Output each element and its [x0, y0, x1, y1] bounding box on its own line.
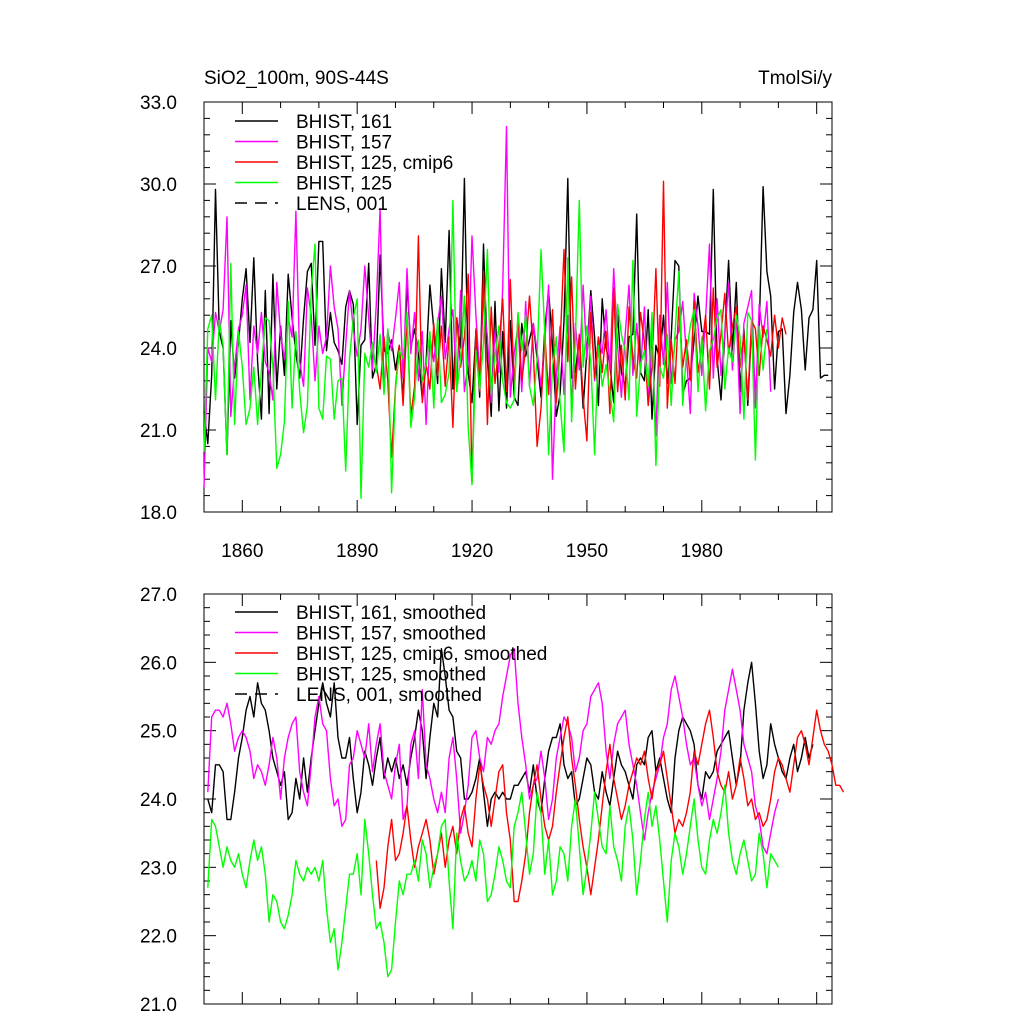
top-panel: 18.0 21.0 24.0 27.0 30.0 33.0 1860 1890 1920 195…	[140, 93, 833, 562]
top-y-tick-labels: 18.0 21.0 24.0 27.0 30.0 33.0	[140, 93, 177, 524]
y-tick-label: 25.0	[140, 722, 177, 743]
legend-label: BHIST, 161	[296, 112, 392, 133]
series-line	[207, 784, 780, 978]
series-line	[375, 709, 845, 909]
y-tick-label: 18.0	[140, 503, 177, 524]
series-line	[203, 199, 768, 499]
legend-label: BHIST, 125, cmip6, smoothed	[296, 644, 547, 665]
x-tick-label: 1890	[336, 541, 378, 562]
legend-label: LENS, 001	[296, 194, 388, 215]
units-label: TmolSi/y	[758, 68, 832, 89]
legend-label: BHIST, 157, smoothed	[296, 624, 486, 645]
y-tick-label: 27.0	[140, 585, 177, 606]
top-x-tick-labels: 1860 1890 1920 1950 1980	[221, 541, 723, 562]
legend-label: BHIST, 161, smoothed	[296, 603, 486, 624]
y-tick-label: 24.0	[140, 339, 177, 360]
y-tick-label: 21.0	[140, 995, 177, 1016]
top-series	[203, 125, 829, 499]
x-tick-label: 1920	[451, 541, 493, 562]
legend-label: LENS, 001, smoothed	[296, 685, 482, 706]
top-ticks	[203, 101, 832, 513]
series-line	[375, 180, 787, 483]
bottom-series	[207, 648, 845, 978]
y-tick-label: 23.0	[140, 858, 177, 879]
x-tick-label: 1860	[221, 541, 263, 562]
y-tick-label: 30.0	[140, 175, 177, 196]
bottom-ticks	[203, 593, 832, 1005]
top-plot-frame	[203, 101, 833, 513]
chart-title: SiO2_100m, 90S-44S	[204, 68, 389, 89]
y-tick-label: 22.0	[140, 927, 177, 948]
y-tick-label: 27.0	[140, 257, 177, 278]
legend-label: BHIST, 125, smoothed	[296, 665, 486, 686]
legend-label: BHIST, 125, cmip6	[296, 153, 453, 174]
y-tick-label: 33.0	[140, 93, 177, 114]
y-tick-label: 26.0	[140, 653, 177, 674]
legend-label: BHIST, 157	[296, 133, 392, 154]
series-line	[203, 125, 772, 488]
series-line	[207, 648, 814, 827]
bottom-y-tick-labels: 21.0 22.0 23.0 24.0 25.0 26.0 27.0	[140, 585, 177, 1016]
legend-label: BHIST, 125	[296, 174, 392, 195]
bottom-panel: 21.0 22.0 23.0 24.0 25.0 26.0 27.0 BHIST, 161,…	[140, 585, 845, 1016]
series-line	[207, 648, 780, 855]
y-tick-label: 21.0	[140, 421, 177, 442]
x-tick-label: 1980	[681, 541, 723, 562]
x-tick-label: 1950	[566, 541, 608, 562]
y-tick-label: 24.0	[140, 790, 177, 811]
